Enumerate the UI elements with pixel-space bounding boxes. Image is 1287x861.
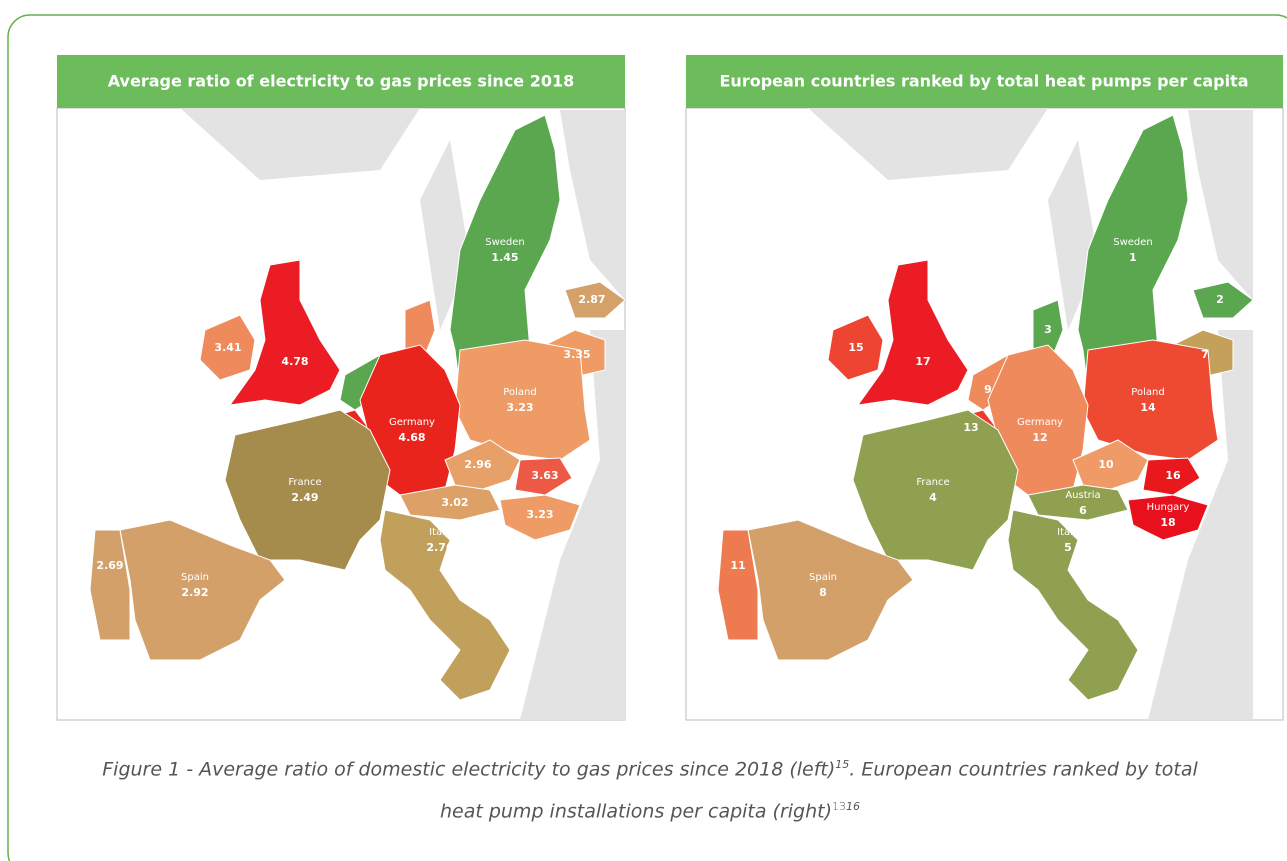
value-label: 8 (819, 586, 827, 599)
value-label: 1.45 (491, 251, 518, 264)
value-label: 6 (1079, 504, 1087, 517)
value-label: 2.69 (96, 559, 123, 572)
value-label: 2.49 (291, 491, 318, 504)
country-label: France (288, 477, 321, 488)
country-label: Spain (181, 572, 209, 583)
value-label: 3.35 (563, 348, 590, 361)
country-label: France (916, 477, 949, 488)
page: Average ratio of electricity to gas pric… (0, 0, 1287, 861)
value-label: 3.41 (214, 341, 241, 354)
caption-text: Figure 1 - Average ratio of domestic ele… (102, 758, 835, 780)
country-label: Hungary (1147, 502, 1190, 513)
country (1083, 340, 1218, 460)
value-label: 2.87 (578, 293, 605, 306)
value-label: 16 (1165, 469, 1181, 482)
value-label: 3.63 (531, 469, 558, 482)
value-label: 4.68 (398, 431, 425, 444)
country-label: Italy (1057, 527, 1079, 538)
value-label: 17 (915, 355, 930, 368)
value-label: 10 (1098, 458, 1114, 471)
value-label: 5 (1064, 541, 1072, 554)
panel-title: European countries ranked by total heat … (720, 72, 1249, 91)
value-label: 3.23 (526, 508, 553, 521)
value-label: 9 (984, 383, 992, 396)
value-label: 2.76 (426, 541, 453, 554)
country-label: Sweden (1113, 237, 1153, 248)
panel-title: Average ratio of electricity to gas pric… (108, 72, 575, 91)
value-label: 11 (730, 559, 745, 572)
reference: 13 (832, 800, 846, 813)
country-label: Poland (1131, 387, 1164, 398)
caption-text: heat pump installations per capita (righ… (440, 800, 832, 822)
value-label: 3.23 (506, 401, 533, 414)
value-label: 7 (1201, 348, 1209, 361)
value-label: 2.96 (464, 458, 491, 471)
value-label: 2.92 (181, 586, 208, 599)
value-label: 4.78 (281, 355, 308, 368)
value-label: 3 (1044, 323, 1052, 336)
country-label: Sweden (485, 237, 525, 248)
country-label: Austria (1065, 490, 1100, 501)
country-label: Germany (1017, 417, 1063, 428)
value-label: 3.02 (441, 496, 468, 509)
value-label: 4 (929, 491, 937, 504)
reference: 16 (846, 800, 860, 813)
value-label: 1 (1129, 251, 1137, 264)
value-label: 15 (848, 341, 863, 354)
value-label: 14 (1140, 401, 1156, 414)
value-label: 2 (1216, 293, 1224, 306)
caption-text: . European countries ranked by total (849, 758, 1197, 780)
value-label: 18 (1160, 516, 1175, 529)
reference: 15 (835, 758, 849, 771)
country-label: Spain (809, 572, 837, 583)
figure: Average ratio of electricity to gas pric… (0, 0, 1287, 861)
value-label: 13 (963, 421, 978, 434)
caption: Figure 1 - Average ratio of domestic ele… (30, 758, 1270, 780)
country-label: Poland (503, 387, 536, 398)
caption: heat pump installations per capita (righ… (30, 800, 1270, 822)
country-label: Germany (389, 417, 435, 428)
country-label: Italy (429, 527, 451, 538)
value-label: 12 (1032, 431, 1047, 444)
